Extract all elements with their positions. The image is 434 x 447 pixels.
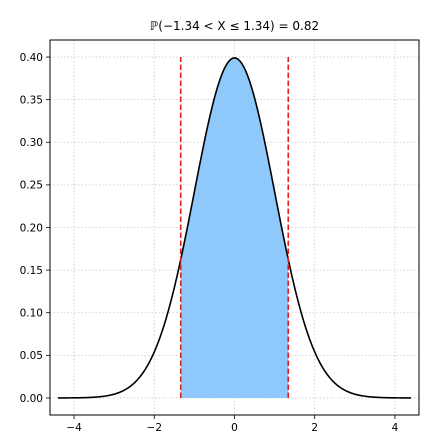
density-curve xyxy=(58,57,411,399)
x-tick-label: 0 xyxy=(231,422,238,434)
shaded-probability-area xyxy=(180,57,289,398)
y-tick-label: 0.10 xyxy=(20,308,43,320)
chart-title: ℙ(−1.34 < X ≤ 1.34) = 0.82 xyxy=(150,19,319,33)
y-tick-label: 0.35 xyxy=(20,94,43,106)
x-tick-label: 2 xyxy=(311,422,318,434)
x-tick-label: −2 xyxy=(147,422,162,434)
y-tick-label: 0.15 xyxy=(20,265,43,277)
x-tick-label: −4 xyxy=(66,422,82,434)
y-tick-label: 0.30 xyxy=(20,137,43,149)
y-tick-label: 0.05 xyxy=(20,350,43,362)
shaded-region-layer xyxy=(180,57,289,398)
y-tick-label: 0.40 xyxy=(20,52,43,64)
ticks-layer: −4 −2 0 2 4 0.00 0.05 0.10 0.15 0.20 0.25 0.30 0.35 0… xyxy=(20,52,399,434)
curve-layer xyxy=(58,57,411,399)
y-tick-label: 0.20 xyxy=(20,222,43,234)
x-tick-label: 4 xyxy=(392,422,399,434)
y-tick-label: 0.25 xyxy=(20,180,43,192)
y-tick-label: 0.00 xyxy=(20,393,43,405)
interval-lines-layer xyxy=(179,57,290,398)
